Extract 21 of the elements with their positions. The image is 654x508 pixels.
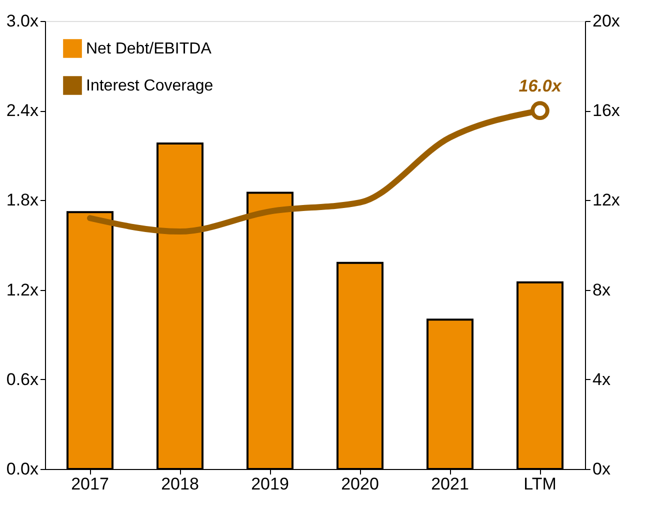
legend-label: Net Debt/EBITDA [86, 40, 212, 58]
y2-tick-label: 12x [592, 190, 620, 210]
x-tick-label: 2019 [251, 474, 289, 494]
y-tick-label: 0.6x [6, 370, 39, 389]
x-tick-label: 2020 [341, 474, 379, 494]
y-tick-label: 2.4x [6, 101, 39, 120]
x-tick-label: 2018 [161, 474, 199, 494]
legend-label: Interest Coverage [86, 78, 214, 94]
x-tick-label: 2017 [71, 474, 109, 494]
y2-tick-label: 20x [592, 12, 620, 30]
y-tick-label: 0.0x [6, 460, 39, 478]
y2-tick-label: 16x [592, 101, 620, 120]
y-tick-label: 3.0x [6, 12, 39, 30]
y2-tick-label: 8x [592, 280, 611, 300]
x-tick-label: LTM [524, 474, 556, 494]
x-tick-label: 2021 [431, 474, 469, 494]
y-tick-label: 1.8x [6, 190, 39, 210]
data-label: 16.0x [518, 76, 563, 96]
y2-tick-label: 4x [592, 370, 611, 389]
y-tick-label: 1.2x [6, 280, 39, 300]
y2-tick-label: 0x [592, 460, 611, 478]
